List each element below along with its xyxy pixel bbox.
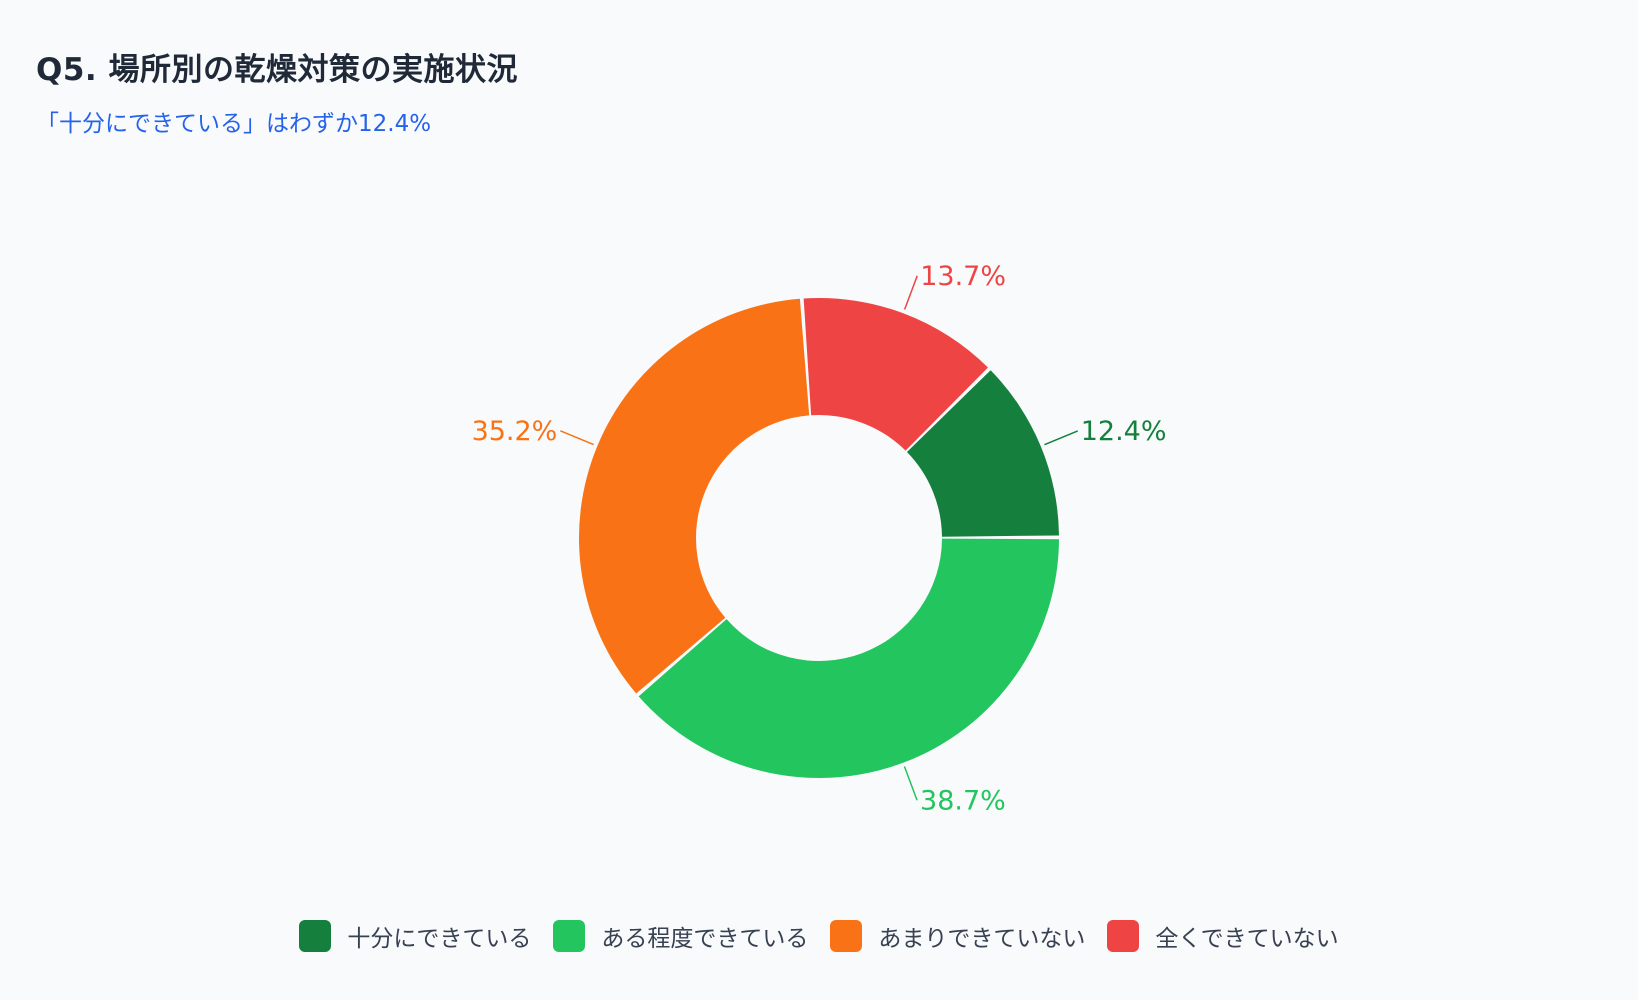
label-somewhat: 38.7% bbox=[920, 785, 1006, 816]
legend-item-somewhat[interactable]: ある程度できている bbox=[553, 919, 808, 953]
leader-line bbox=[903, 275, 918, 310]
legend-label: ある程度できている bbox=[601, 926, 809, 952]
leader-line bbox=[560, 430, 594, 446]
leader-line bbox=[1044, 430, 1079, 446]
leader-line bbox=[903, 766, 918, 801]
slice-not-at-all[interactable] bbox=[803, 298, 988, 451]
donut-chart: 12.4% 38.7% 35.2% 13.7% bbox=[472, 261, 1167, 816]
chart-subtitle: 「十分にできている」はわずか12.4% bbox=[36, 111, 432, 137]
legend-swatch bbox=[299, 920, 332, 952]
legend-item-not-much[interactable]: あまりできていない bbox=[830, 919, 1085, 953]
label-not-much: 35.2% bbox=[472, 416, 558, 447]
slice-not-much[interactable] bbox=[579, 298, 810, 694]
legend-label: あまりできていない bbox=[878, 926, 1086, 952]
legend-item-not-at-all[interactable]: 全くできていない bbox=[1107, 919, 1339, 953]
slice-somewhat[interactable] bbox=[638, 538, 1059, 779]
chart-title: Q5. 場所別の乾燥対策の実施状況 bbox=[36, 52, 518, 88]
legend-swatch bbox=[1107, 920, 1140, 952]
legend-swatch bbox=[553, 920, 586, 952]
legend-swatch bbox=[830, 920, 863, 952]
chart-legend: 十分にできている ある程度できている あまりできていない 全くできていない bbox=[0, 919, 1638, 953]
legend-item-sufficient[interactable]: 十分にできている bbox=[299, 919, 531, 953]
slice-sufficient[interactable] bbox=[906, 370, 1059, 537]
legend-label: 十分にできている bbox=[347, 926, 532, 952]
label-sufficient: 12.4% bbox=[1081, 416, 1167, 447]
legend-label: 全くできていない bbox=[1155, 926, 1339, 952]
label-not-at-all: 13.7% bbox=[920, 261, 1006, 292]
